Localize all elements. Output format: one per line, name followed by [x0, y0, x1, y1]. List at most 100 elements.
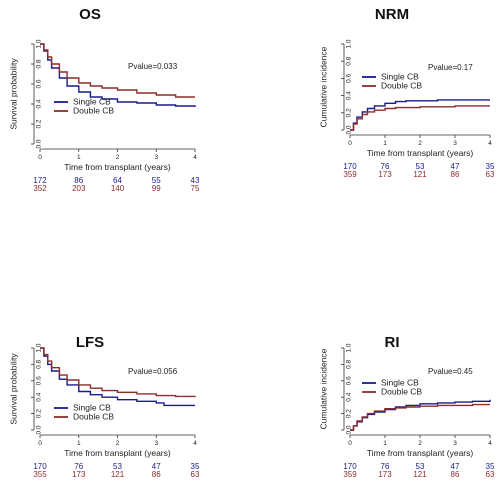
chart-title: RI [385, 334, 400, 351]
legend-entry: Single CB [381, 377, 419, 387]
risk-count: 53 [113, 462, 122, 471]
y-tick-label: 0.2 [36, 409, 43, 418]
x-tick-label: 0 [348, 440, 352, 447]
y-tick-label: 0.0 [36, 139, 43, 148]
risk-count: 86 [74, 176, 83, 185]
y-tick-label: 0.2 [346, 409, 353, 418]
x-tick-label: 1 [77, 154, 81, 161]
x-axis-label: Time from transplant (years) [367, 148, 474, 158]
risk-count: 75 [191, 184, 200, 193]
legend-entry: Single CB [73, 402, 111, 412]
x-tick-label: 2 [116, 154, 120, 161]
panel-ri: RI 0.0 0.2 0.4 0.6 0.8 1.0 Cumulative incidence… [318, 334, 495, 479]
risk-count: 203 [72, 184, 86, 193]
risk-table: 170 76 53 47 35 359 173 121 86 63 [343, 162, 495, 179]
risk-count: 63 [486, 170, 495, 179]
risk-count: 86 [152, 470, 161, 479]
chart-title: NRM [375, 6, 409, 23]
risk-count: 64 [113, 176, 122, 185]
risk-count: 47 [451, 162, 460, 171]
legend-entry: Double CB [381, 386, 422, 396]
y-tick-label: 0.2 [346, 108, 353, 117]
x-tick-label: 2 [116, 440, 120, 447]
series-line-single-cb [40, 347, 195, 407]
risk-count: 170 [343, 162, 357, 171]
y-tick-label: 0.6 [346, 376, 353, 385]
legend-entry: Double CB [381, 80, 422, 90]
x-tick-label: 1 [383, 140, 387, 147]
chart-title: LFS [76, 334, 104, 351]
risk-count: 359 [343, 470, 357, 479]
x-tick-label: 3 [453, 440, 457, 447]
risk-count: 63 [191, 470, 200, 479]
pvalue-label: Pvalue=0.033 [128, 62, 178, 71]
risk-count: 63 [486, 470, 495, 479]
series-line-single-cb [350, 99, 490, 131]
y-tick-label: 0.4 [36, 99, 43, 108]
chart-title: OS [79, 6, 101, 23]
series-line-single-cb [40, 43, 196, 107]
y-tick-label: 0.8 [346, 56, 353, 65]
risk-count: 35 [486, 162, 495, 171]
x-axis-label: Time from transplant (years) [367, 448, 474, 458]
legend-entry: Single CB [73, 96, 111, 106]
risk-count: 173 [72, 470, 86, 479]
y-tick-label: 0.0 [346, 425, 353, 434]
risk-count: 86 [451, 470, 460, 479]
x-axis-label: Time from transplant (years) [64, 162, 171, 172]
risk-count: 355 [33, 470, 47, 479]
y-tick-label: 0.8 [36, 59, 43, 68]
risk-table: 170 76 53 47 35 355 173 121 86 63 [33, 462, 200, 479]
y-tick-label: 0.4 [346, 392, 353, 401]
series-line-double-cb [350, 105, 490, 131]
risk-count: 170 [343, 462, 357, 471]
x-tick-label: 4 [193, 440, 197, 447]
risk-count: 43 [191, 176, 200, 185]
series-line-double-cb [40, 347, 196, 398]
y-tick-label: 0.0 [36, 425, 43, 434]
y-tick-label: 0.6 [36, 376, 43, 385]
x-tick-label: 4 [193, 154, 197, 161]
x-axis-label: Time from transplant (years) [64, 448, 171, 458]
legend-entry: Single CB [381, 71, 419, 81]
panel-os: OS 0.0 0.2 0.4 0.6 0.8 1.0 Survival probability… [8, 6, 200, 193]
x-tick-label: 4 [488, 440, 492, 447]
risk-count: 76 [381, 462, 390, 471]
risk-count: 170 [33, 462, 47, 471]
risk-count: 35 [191, 462, 200, 471]
risk-count: 121 [413, 470, 427, 479]
risk-count: 173 [378, 170, 392, 179]
risk-count: 121 [111, 470, 125, 479]
x-tick-label: 0 [348, 140, 352, 147]
y-tick-label: 1.0 [36, 39, 43, 48]
x-tick-label: 1 [77, 440, 81, 447]
risk-count: 53 [416, 162, 425, 171]
risk-table: 170 76 53 47 35 359 173 121 86 63 [343, 462, 495, 479]
y-axis-label: Survival probability [8, 353, 18, 425]
x-tick-label: 4 [488, 140, 492, 147]
x-tick-label: 3 [154, 440, 158, 447]
risk-count: 99 [152, 184, 161, 193]
risk-count: 121 [413, 170, 427, 179]
y-tick-label: 1.0 [36, 343, 43, 352]
risk-count: 47 [451, 462, 460, 471]
risk-count: 53 [416, 462, 425, 471]
y-tick-label: 0.4 [346, 91, 353, 100]
risk-count: 86 [451, 170, 460, 179]
y-tick-label: 0.8 [346, 360, 353, 369]
risk-count: 76 [381, 162, 390, 171]
risk-count: 352 [33, 184, 47, 193]
risk-count: 359 [343, 170, 357, 179]
risk-count: 140 [111, 184, 125, 193]
legend-entry: Double CB [73, 105, 114, 115]
series-line-double-cb [350, 403, 490, 431]
risk-count: 55 [152, 176, 161, 185]
legend-entry: Double CB [73, 411, 114, 421]
y-tick-label: 0.6 [36, 79, 43, 88]
risk-table: 172 86 64 55 43 352 203 140 99 75 [33, 176, 200, 193]
x-tick-label: 0 [38, 154, 42, 161]
risk-count: 76 [74, 462, 83, 471]
